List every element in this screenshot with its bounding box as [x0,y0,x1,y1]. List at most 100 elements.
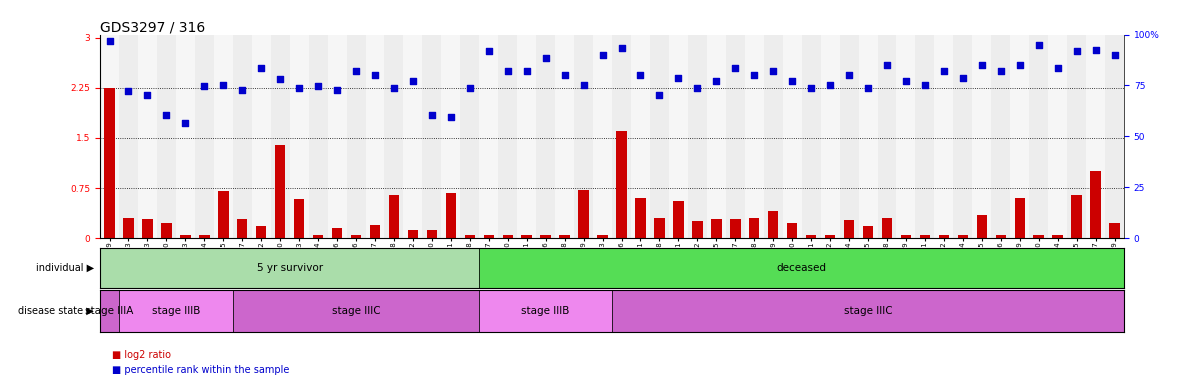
Point [991,68,1010,74]
Bar [617,131,626,238]
Point [252,65,271,71]
Bar [1071,195,1082,238]
Bar [916,35,935,238]
Bar [556,35,574,238]
Point [441,114,460,120]
Bar [313,235,324,238]
Point [669,75,687,81]
Point [195,83,214,89]
Text: stage IIIC: stage IIIC [332,306,380,316]
Bar [1015,198,1025,238]
Point [460,85,479,91]
Point [631,71,650,78]
Bar [631,35,650,238]
Bar [119,290,233,332]
Bar [517,35,537,238]
Bar [1049,35,1068,238]
Text: stage IIIB: stage IIIB [152,306,200,316]
Point [687,85,706,91]
Bar [446,193,455,238]
Point [346,68,365,74]
Point [612,45,631,51]
Bar [764,35,783,238]
Bar [175,35,195,238]
Bar [138,35,157,238]
Bar [237,219,247,238]
Bar [863,226,873,238]
Bar [294,199,305,238]
Point [764,68,783,74]
Point [308,83,327,89]
Bar [636,198,646,238]
Bar [935,35,953,238]
Bar [669,35,687,238]
Bar [897,35,916,238]
Point [726,65,745,71]
Point [1086,47,1105,53]
Bar [195,35,214,238]
Bar [407,230,418,238]
Point [385,85,404,91]
Bar [332,228,343,238]
Bar [427,230,437,238]
Bar [825,235,836,238]
Point [593,51,612,58]
Point [233,87,252,93]
Bar [711,219,722,238]
Bar [687,35,707,238]
Point [953,75,972,81]
Point [214,81,233,88]
Bar [521,235,532,238]
Bar [598,235,607,238]
Bar [257,226,266,238]
Bar [574,35,593,238]
Point [498,68,517,74]
Point [839,71,858,78]
Point [1049,65,1068,71]
Point [138,91,157,98]
Bar [900,235,911,238]
Bar [157,35,175,238]
Bar [233,35,252,238]
Bar [578,190,588,238]
Text: individual ▶: individual ▶ [36,263,94,273]
Bar [953,35,972,238]
Bar [252,35,271,238]
Bar [878,35,897,238]
Bar [844,220,855,238]
Point [1105,51,1124,58]
Bar [351,235,361,238]
Point [537,55,556,61]
Text: stage IIIA: stage IIIA [86,306,134,316]
Point [1029,41,1048,48]
Point [858,85,877,91]
Bar [806,235,817,238]
Bar [612,290,1124,332]
Text: deceased: deceased [777,263,826,273]
Bar [199,235,210,238]
Bar [1068,35,1086,238]
Bar [654,218,665,238]
Bar [346,35,366,238]
Bar [882,218,892,238]
Point [177,120,195,126]
Point [972,61,991,68]
Bar [214,35,233,238]
Bar [105,88,114,238]
Point [897,78,916,84]
Bar [441,35,460,238]
Bar [100,35,119,238]
Bar [820,35,839,238]
Bar [1086,35,1105,238]
Bar [218,191,228,238]
Point [935,68,953,74]
Bar [593,35,612,238]
Bar [275,145,285,238]
Bar [1052,235,1063,238]
Text: GDS3297 / 316: GDS3297 / 316 [100,21,205,35]
Bar [327,35,346,238]
Bar [290,35,308,238]
Bar [498,35,517,238]
Point [157,112,175,118]
Bar [972,35,991,238]
